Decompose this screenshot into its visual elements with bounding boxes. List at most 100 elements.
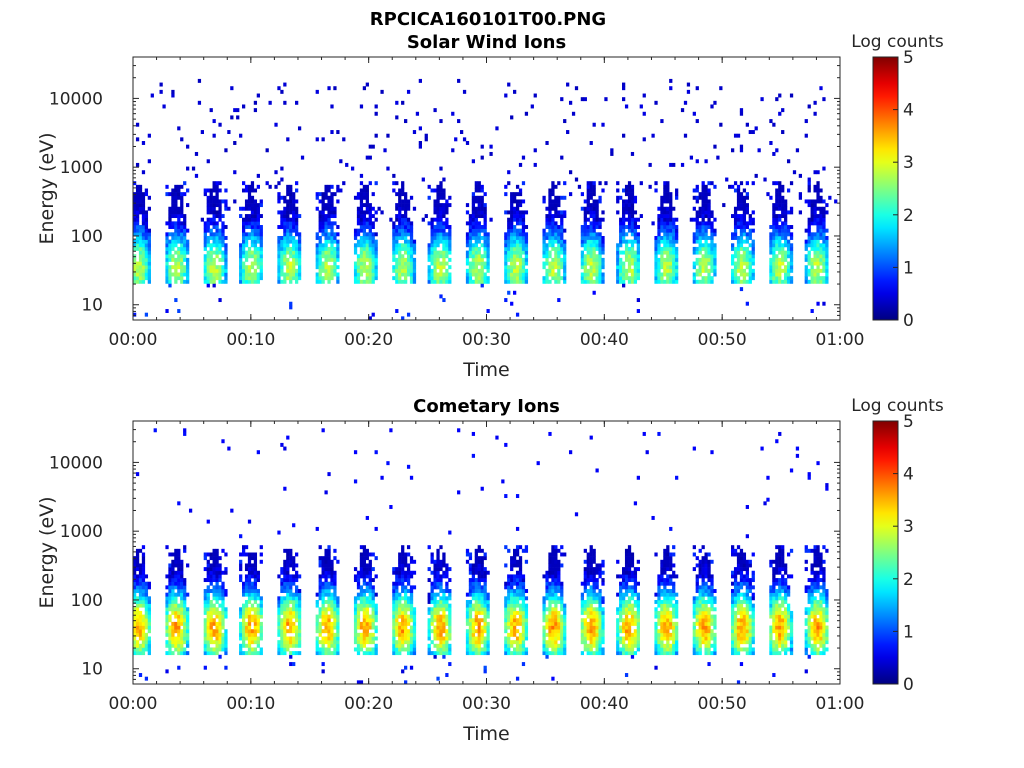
- heatmap-cell: [356, 614, 361, 619]
- heatmap-cell: [353, 640, 358, 645]
- heatmap-cell: [483, 228, 487, 233]
- heatmap-cell: [698, 243, 702, 248]
- heatmap-cell: [280, 214, 284, 219]
- heatmap-cell: [168, 596, 172, 601]
- heatmap-cell: [138, 279, 143, 284]
- heatmap-cell: [280, 250, 284, 255]
- heatmap-cell: [318, 559, 322, 564]
- heatmap-cell: [468, 268, 473, 273]
- heatmap-cell: [174, 636, 178, 641]
- heatmap-cell: [368, 585, 372, 590]
- heatmap-cell: [804, 239, 808, 244]
- heatmap-cell: [174, 625, 178, 630]
- heatmap-cell: [404, 589, 408, 593]
- heatmap-cell: [292, 592, 296, 597]
- heatmap-cell: [595, 206, 599, 211]
- heatmap-cell: [359, 221, 364, 226]
- heatmap-cell: [327, 203, 331, 208]
- heatmap-cell: [474, 235, 478, 240]
- heatmap-cell: [215, 243, 219, 248]
- heatmap-cell: [333, 574, 337, 579]
- heatmap-cell: [518, 276, 523, 281]
- heatmap-cell: [822, 261, 826, 266]
- heatmap-cell: [327, 585, 331, 590]
- heatmap-cell: [168, 585, 172, 590]
- heatmap-cell: [289, 563, 293, 568]
- heatmap-cell: [515, 239, 520, 244]
- heatmap-cell: [277, 621, 281, 626]
- heatmap-cell: [816, 279, 820, 284]
- heatmap-cell: [289, 578, 293, 583]
- x-tick-label: 00:30: [462, 330, 511, 350]
- heatmap-cell: [133, 567, 137, 572]
- heatmap-cell: [295, 618, 299, 623]
- heatmap-cell: [183, 232, 187, 237]
- heatmap-cell: [336, 279, 340, 284]
- heatmap-cell: [356, 585, 361, 590]
- heatmap-cell: [206, 235, 210, 240]
- heatmap-cell: [675, 279, 679, 284]
- heatmap-cell: [330, 268, 334, 273]
- heatmap-cell: [548, 217, 552, 222]
- heatmap-cell: [247, 581, 252, 586]
- heatmap-cell: [144, 239, 149, 244]
- heatmap-cell: [392, 621, 396, 626]
- heatmap-cell: [595, 214, 599, 219]
- heatmap-cell: [277, 618, 281, 623]
- heatmap-cell: [180, 592, 184, 597]
- heatmap-cell: [804, 228, 808, 233]
- heatmap-cell: [353, 567, 358, 572]
- heatmap-cell: [283, 235, 287, 240]
- heatmap-cell: [471, 268, 476, 273]
- heatmap-cell: [171, 607, 175, 612]
- heatmap-cell: [315, 629, 319, 634]
- heatmap-cell: [221, 596, 225, 601]
- heatmap-cell: [751, 243, 755, 248]
- heatmap-cell: [297, 254, 302, 259]
- heatmap-cell: [560, 239, 564, 244]
- heatmap-cell: [353, 279, 358, 284]
- heatmap-cell: [206, 585, 210, 590]
- heatmap-cell: [362, 596, 367, 601]
- heatmap-cell: [748, 214, 752, 219]
- heatmap-cell: [710, 243, 714, 248]
- heatmap-cell: [280, 640, 284, 645]
- heatmap-cell: [247, 246, 252, 251]
- heatmap-cell: [739, 239, 744, 244]
- heatmap-cell: [695, 86, 699, 91]
- y-axis-label: Energy (eV): [36, 132, 58, 244]
- heatmap-cell: [404, 228, 408, 233]
- heatmap-cell: [401, 596, 405, 601]
- heatmap-cell: [283, 246, 287, 251]
- heatmap-cell: [183, 651, 187, 656]
- heatmap-cell: [147, 243, 151, 248]
- heatmap-cell: [672, 250, 676, 255]
- heatmap-cell: [406, 203, 411, 208]
- heatmap-cell: [289, 195, 293, 200]
- heatmap-cell: [242, 279, 246, 284]
- heatmap-cell: [318, 225, 322, 229]
- heatmap-cell: [507, 257, 511, 262]
- heatmap-cell: [171, 210, 175, 215]
- heatmap-cell: [401, 221, 405, 226]
- heatmap-cell: [557, 214, 561, 219]
- heatmap-cell: [563, 257, 567, 262]
- heatmap-cell: [513, 257, 517, 262]
- heatmap-cell: [171, 559, 175, 564]
- heatmap-cell: [141, 239, 146, 244]
- heatmap-cell: [739, 235, 744, 240]
- heatmap-cell: [283, 559, 287, 564]
- heatmap-cell: [669, 221, 673, 226]
- heatmap-cell: [672, 235, 676, 240]
- heatmap-cell: [253, 581, 258, 586]
- heatmap-cell: [395, 246, 399, 251]
- heatmap-cell: [666, 268, 670, 273]
- heatmap-cell: [427, 629, 431, 634]
- heatmap-cell: [436, 567, 440, 572]
- heatmap-cell: [141, 651, 146, 656]
- heatmap-cell: [138, 610, 143, 615]
- heatmap-cell: [318, 581, 322, 586]
- heatmap-cell: [133, 203, 137, 208]
- heatmap-cell: [353, 574, 358, 579]
- heatmap-cell: [365, 574, 369, 579]
